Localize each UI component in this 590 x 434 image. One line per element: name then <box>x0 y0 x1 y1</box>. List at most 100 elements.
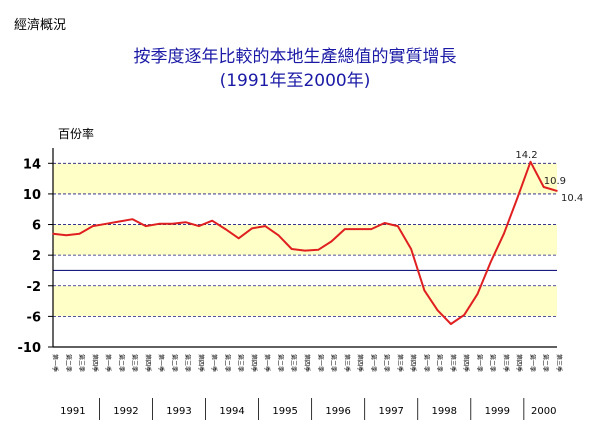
data-point <box>290 248 293 250</box>
year-label: 1998 <box>432 406 457 417</box>
data-point <box>330 240 333 243</box>
x-tick-label: 第一季 <box>157 354 165 372</box>
data-point <box>489 261 492 263</box>
data-point <box>52 232 54 235</box>
data-point <box>529 160 532 163</box>
data-point <box>397 225 399 227</box>
x-tick-label: 第三季 <box>131 354 139 372</box>
x-tick-label: 第三季 <box>237 354 245 372</box>
x-tick-label: 第四季 <box>197 354 205 372</box>
year-label: 2000 <box>531 406 556 417</box>
data-point <box>410 248 412 250</box>
x-tick-label: 第三季 <box>78 354 86 372</box>
x-tick-label: 第一季 <box>104 354 112 372</box>
data-point <box>65 234 68 237</box>
plot-band <box>53 163 557 194</box>
y-tick-label: 6 <box>32 219 41 234</box>
data-point <box>105 222 107 225</box>
data-point <box>542 186 545 188</box>
data-label: 10.4 <box>561 193 583 204</box>
x-tick-label: 第四季 <box>91 354 99 372</box>
year-label: 1995 <box>272 406 297 417</box>
x-tick-label: 第一季 <box>528 354 536 372</box>
x-tick-label: 第一季 <box>210 354 218 372</box>
x-tick-label: 第二季 <box>383 354 391 372</box>
x-tick-label: 第一季 <box>51 354 59 372</box>
x-tick-label: 第三季 <box>555 354 563 372</box>
data-point <box>171 222 174 225</box>
x-tick-label: 第四季 <box>144 354 152 372</box>
y-tick-label: -2 <box>27 280 41 295</box>
plot-band <box>53 148 557 164</box>
data-point <box>118 220 121 223</box>
data-point <box>370 228 373 230</box>
data-point <box>383 222 386 224</box>
x-tick-label: 第二季 <box>436 354 444 372</box>
x-tick-label: 第四季 <box>303 354 311 372</box>
x-tick-label: 第一季 <box>475 354 483 372</box>
data-point <box>145 225 147 227</box>
data-point <box>237 237 240 240</box>
x-tick-label: 第二季 <box>489 354 497 372</box>
x-tick-label: 第一季 <box>422 354 430 372</box>
x-tick-label: 第一季 <box>316 354 324 372</box>
x-tick-label: 第三季 <box>396 354 404 372</box>
x-tick-label: 第三季 <box>184 354 192 372</box>
plot-band <box>53 193 557 225</box>
data-point <box>264 225 267 227</box>
y-tick-label: -6 <box>27 310 41 325</box>
x-tick-label: 第四季 <box>515 354 523 372</box>
data-point <box>516 197 519 200</box>
x-tick-label: 第一季 <box>263 354 271 372</box>
data-point <box>450 323 452 325</box>
x-tick-label: 第一季 <box>369 354 377 372</box>
y-tick-label: 10 <box>23 188 41 203</box>
x-tick-label: 第二季 <box>223 354 231 372</box>
x-tick-label: 第四季 <box>409 354 417 372</box>
data-point <box>78 232 81 235</box>
data-point <box>463 314 465 316</box>
x-tick-label: 第二季 <box>330 354 338 372</box>
plot-band <box>53 316 557 347</box>
chart-subtitle: (1991年至2000年) <box>219 71 371 91</box>
year-label: 1994 <box>219 406 244 417</box>
x-tick-label: 第二季 <box>276 354 284 372</box>
data-point <box>91 225 94 227</box>
chart-title: 按季度逐年比較的本地生產總值的實質增長 <box>133 47 457 67</box>
year-label: 1999 <box>485 406 510 417</box>
year-label: 1992 <box>113 406 138 417</box>
x-tick-label: 第二季 <box>170 354 178 372</box>
year-label: 1997 <box>378 406 403 417</box>
x-tick-label: 第四季 <box>356 354 364 372</box>
data-point <box>184 221 187 224</box>
data-point <box>158 222 160 225</box>
corner-label: 經濟概況 <box>14 18 67 33</box>
data-label: 10.9 <box>544 176 566 187</box>
data-point <box>556 190 558 192</box>
data-point <box>317 248 320 251</box>
y-tick-label: -10 <box>18 341 42 356</box>
data-point <box>131 218 134 220</box>
data-point <box>503 232 505 235</box>
data-point <box>304 249 306 252</box>
x-tick-label: 第四季 <box>462 354 470 372</box>
x-tick-label: 第二季 <box>542 354 550 372</box>
x-tick-label: 第三季 <box>290 354 298 372</box>
data-point <box>436 309 439 312</box>
year-label: 1993 <box>166 406 191 417</box>
data-point <box>343 228 346 230</box>
x-tick-label: 第三季 <box>502 354 510 372</box>
data-point <box>251 227 253 230</box>
x-tick-label: 第三季 <box>449 354 457 372</box>
data-point <box>476 293 479 295</box>
year-label: 1991 <box>60 406 85 417</box>
data-point <box>224 228 227 230</box>
x-tick-label: 第二季 <box>64 354 72 372</box>
data-point <box>277 234 280 237</box>
data-label: 14.2 <box>515 150 537 161</box>
data-point <box>357 228 359 230</box>
year-label: 1996 <box>325 406 350 417</box>
x-tick-label: 第三季 <box>343 354 351 372</box>
y-tick-label: 2 <box>32 249 41 264</box>
